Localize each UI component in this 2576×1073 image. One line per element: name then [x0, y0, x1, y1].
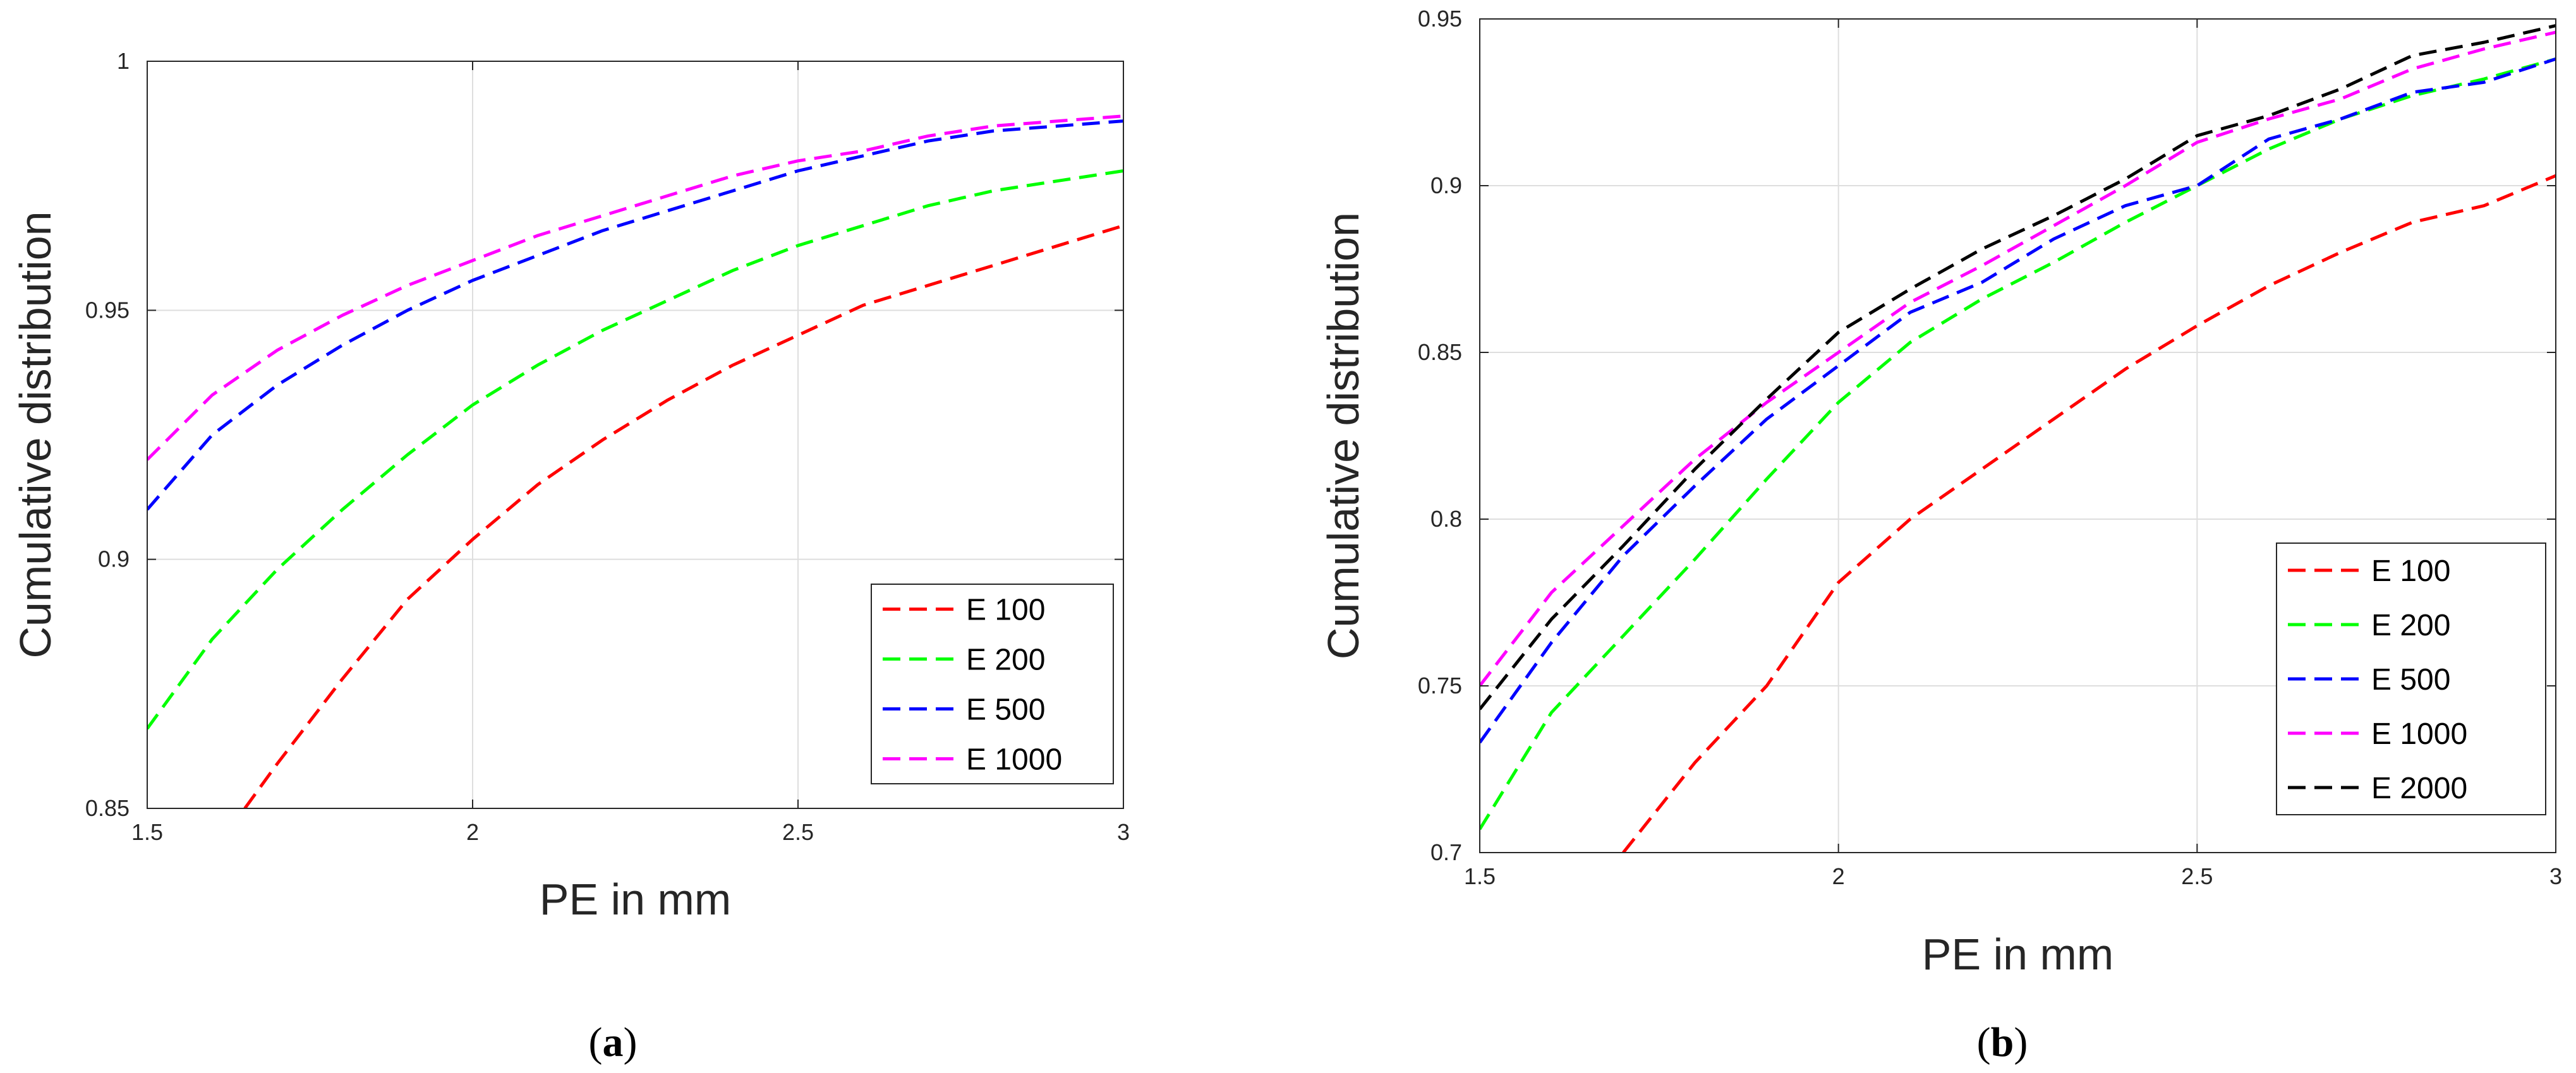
panel-a-y-tick-label-1: 0.9 [98, 546, 130, 572]
panel-b-legend-label-0: E 100 [2371, 554, 2450, 588]
caption-b-close: ) [2014, 1019, 2028, 1065]
caption-b: (b) [1977, 1019, 2028, 1065]
caption-b-letter: b [1991, 1019, 2014, 1065]
caption-a: (a) [589, 1019, 638, 1065]
panel-a-series-line-e-200 [147, 169, 1123, 730]
panel-b-x-tick-label-0: 1.5 [1464, 863, 1496, 889]
panel-a-legend-box [871, 584, 1114, 784]
panel-a-x-tick-label-1: 2 [466, 819, 479, 845]
panel-b-series-line-e-500 [1480, 57, 2556, 744]
panel-b-y-tick-label-4: 0.9 [1430, 172, 1462, 198]
panel-a-x-tick-label-3: 3 [1117, 819, 1130, 845]
panel-b-legend-label-4: E 2000 [2371, 772, 2467, 805]
panel-b-legend-label-3: E 1000 [2371, 717, 2467, 751]
panel-a-y-tick-label-2: 0.95 [85, 297, 130, 323]
panel-b-y-tick-label-1: 0.75 [1418, 673, 1462, 698]
panel-b-series-line-e-100 [1622, 174, 2556, 853]
panel-a-legend-label-2: E 500 [966, 693, 1045, 727]
chart-panel-b: 1.5 2 2.5 3 0.7 0.75 0.8 0.85 0.9 0.95 PE in mm Cum… [1319, 6, 2562, 979]
panel-a-legend-label-1: E 200 [966, 644, 1045, 677]
panel-b-series-line-e-1000 [1480, 30, 2556, 687]
panel-a-y-axis-label: Cumulative distribution [11, 211, 60, 658]
panel-b-y-tick-label-3: 0.85 [1418, 339, 1462, 365]
panel-a-x-axis-label: PE in mm [540, 875, 731, 924]
panel-b-axes-box [1479, 18, 2556, 853]
caption-a-letter: a [603, 1019, 624, 1065]
panel-b-series-line-e-2000 [1480, 24, 2556, 710]
panel-a-legend-label-0: E 100 [966, 594, 1045, 627]
panel-b-y-tick-label-5: 0.95 [1418, 6, 1462, 32]
panel-b-x-tick-label-3: 3 [2549, 863, 2562, 889]
panel-b-y-tick-label-2: 0.8 [1430, 506, 1462, 532]
panel-b-legend-label-1: E 200 [2371, 609, 2450, 642]
chart-panel-a: 1.5 2 2.5 3 0.85 0.9 0.95 1 PE in mm Cumulative d… [11, 48, 1130, 924]
panel-a-y-tick-label-3: 1 [117, 48, 130, 74]
panel-b-x-tick-label-1: 2 [1832, 863, 1845, 889]
panel-a-x-tick-label-2: 2.5 [782, 819, 814, 845]
caption-b-open: ( [1977, 1019, 1991, 1065]
caption-a-close: ) [624, 1019, 638, 1065]
panel-a-x-tick-label-0: 1.5 [131, 819, 163, 845]
panel-b-y-axis-label: Cumulative distribution [1319, 212, 1368, 659]
panel-b-x-tick-label-2: 2.5 [2181, 863, 2213, 889]
panel-b-x-axis-label: PE in mm [1922, 930, 2113, 979]
caption-a-open: ( [589, 1019, 603, 1065]
panel-a-series-line-e-500 [147, 119, 1123, 511]
panel-a-legend-label-3: E 1000 [966, 743, 1062, 777]
panel-a-series-line-e-100 [243, 224, 1123, 808]
panel-b-legend-label-2: E 500 [2371, 663, 2450, 697]
panel-a-axes-box [147, 61, 1124, 809]
panel-a-y-tick-label-0: 0.85 [85, 795, 130, 821]
panel-b-y-tick-label-0: 0.7 [1430, 839, 1462, 865]
panel-a-series-line-e-1000 [147, 114, 1123, 461]
